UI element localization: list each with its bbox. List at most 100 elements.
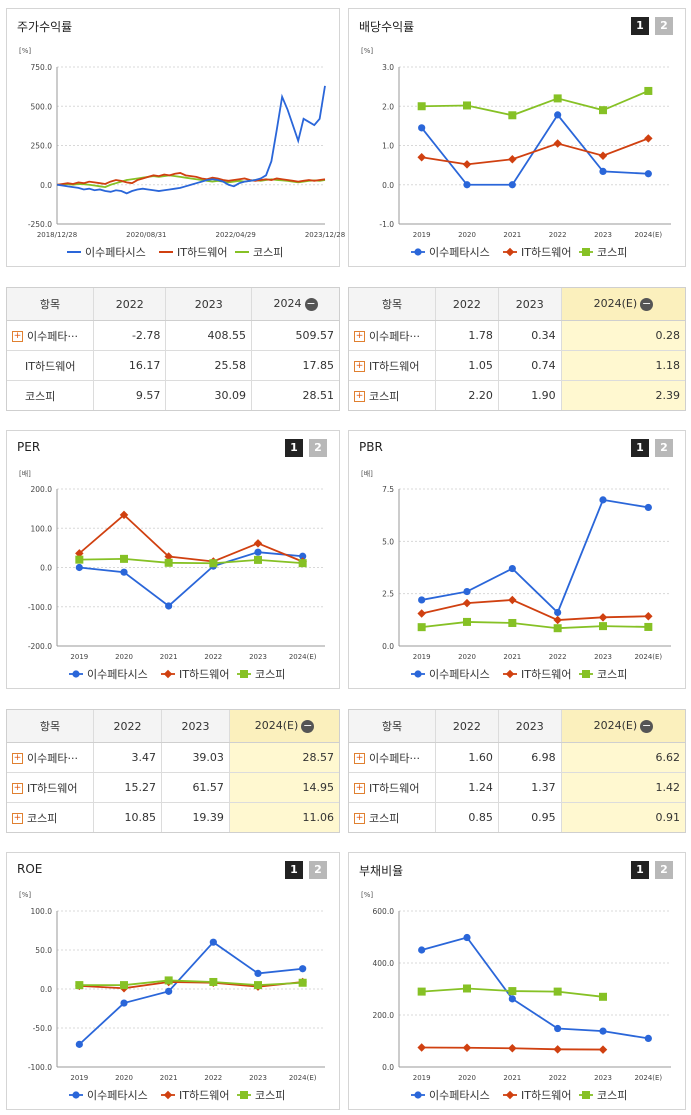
expand-icon[interactable]: + xyxy=(354,753,365,765)
view-1-button[interactable]: 1 xyxy=(631,17,649,35)
expand-icon[interactable]: + xyxy=(354,783,365,795)
legend-label: 이수페타시스 xyxy=(87,668,148,681)
col-header: 2023 xyxy=(498,710,562,743)
data-point xyxy=(299,552,307,560)
x-tick-label: 2023 xyxy=(594,1074,612,1082)
series-line xyxy=(421,90,649,117)
collapse-icon[interactable]: − xyxy=(304,296,318,311)
panel-title: 배당수익률 xyxy=(359,20,415,34)
collapse-icon[interactable]: − xyxy=(640,296,654,311)
data-point xyxy=(240,1091,248,1099)
data-point xyxy=(644,622,653,631)
view-1-button[interactable]: 1 xyxy=(631,861,649,879)
expand-icon[interactable]: + xyxy=(354,361,365,373)
data-point xyxy=(553,139,562,148)
expand-icon[interactable]: + xyxy=(12,813,23,825)
legend-label: 코스피 xyxy=(255,668,285,681)
series-line xyxy=(79,551,303,608)
data-point xyxy=(298,559,307,568)
legend-label: 이수페타시스 xyxy=(85,246,146,259)
x-tick-label: 2020 xyxy=(458,231,476,239)
data-point xyxy=(120,999,128,1007)
data-point xyxy=(75,563,83,572)
y-tick-label: 0.0 xyxy=(40,564,52,573)
view-2-button[interactable]: 2 xyxy=(309,439,327,457)
series-line xyxy=(78,513,304,563)
view-1-button[interactable]: 1 xyxy=(285,861,303,879)
x-tick-label: 2022/04/29 xyxy=(215,231,255,239)
unit-label: [%] xyxy=(361,47,374,55)
legend-label: 이수페타시스 xyxy=(87,1089,148,1102)
x-tick-label: 2023 xyxy=(594,653,612,661)
data-point xyxy=(164,976,173,985)
panel-title: 부채비율 xyxy=(359,864,404,878)
data-point xyxy=(417,1043,426,1052)
data-point xyxy=(553,615,562,625)
x-tick-label: 2023 xyxy=(249,1074,267,1082)
table-row: + 이수페타··· 1.78 0.34 0.28 xyxy=(349,320,685,352)
collapse-icon[interactable]: − xyxy=(301,718,315,733)
expand-icon[interactable]: + xyxy=(12,753,23,765)
series-line xyxy=(421,498,649,615)
y-tick-label: 3.0 xyxy=(382,63,394,72)
stock-return-table: 항목 2022 2023 2024− + 이수페타··· -2.78 408.55 50… xyxy=(6,287,340,411)
expand-icon[interactable]: + xyxy=(12,331,23,343)
data-point xyxy=(119,510,129,520)
data-point xyxy=(508,595,517,605)
series-line xyxy=(421,621,649,630)
data-point xyxy=(254,548,262,556)
data-point xyxy=(417,987,426,996)
data-point xyxy=(240,670,248,678)
expand-icon[interactable]: + xyxy=(12,783,23,795)
y-tick-label: 0.0 xyxy=(382,1063,394,1072)
table-row: + IT하드웨어 1.05 0.74 1.18 xyxy=(349,350,685,382)
data-point xyxy=(209,938,217,946)
panel-title: PER xyxy=(17,440,41,454)
data-point xyxy=(598,151,608,160)
x-tick-label: 2021 xyxy=(503,1074,521,1082)
table-row: + IT하드웨어 1.24 1.37 1.42 xyxy=(349,772,685,804)
expand-icon[interactable]: + xyxy=(354,391,365,403)
data-point xyxy=(553,987,562,996)
stock-return-panel: 주가수익률 [%] 750.0 500.0 250.0 0.0 -250.0 2018/1… xyxy=(6,8,345,267)
data-point xyxy=(554,1024,562,1033)
legend-label: 코스피 xyxy=(597,668,627,681)
col-header: 2023 xyxy=(498,288,562,321)
expand-icon[interactable]: + xyxy=(354,331,365,343)
view-1-button[interactable]: 1 xyxy=(631,439,649,457)
view-2-button[interactable]: 2 xyxy=(655,439,673,457)
per-table: 항목 2022 2023 2024(E) − + 이수페타··· 3.47 39.03 2… xyxy=(6,709,340,833)
view-2-button[interactable]: 2 xyxy=(655,17,673,35)
unit-label: [%] xyxy=(19,891,32,899)
data-point xyxy=(508,995,516,1003)
collapse-icon[interactable]: − xyxy=(640,718,654,733)
data-point xyxy=(644,1034,652,1042)
view-2-button[interactable]: 2 xyxy=(655,861,673,879)
series-line xyxy=(56,172,326,186)
x-tick-label: 2019 xyxy=(70,1074,88,1082)
data-point xyxy=(505,1090,515,1100)
data-point xyxy=(463,181,471,189)
legend-label: 코스피 xyxy=(253,246,283,259)
x-tick-label: 2020 xyxy=(458,653,476,661)
x-tick-label: 2019 xyxy=(413,231,431,239)
expand-icon[interactable]: + xyxy=(354,813,365,825)
legend-label: IT하드웨어 xyxy=(177,245,227,259)
series-line xyxy=(56,174,326,189)
data-point xyxy=(599,622,607,631)
panel-title: 주가수익률 xyxy=(17,20,73,34)
stock-return-chart: 750.0 500.0 250.0 0.0 -250.0 2018/12/28 2020/0… xyxy=(28,63,345,259)
data-point xyxy=(462,160,472,169)
data-point xyxy=(463,984,471,993)
view-2-button[interactable]: 2 xyxy=(309,861,327,879)
data-point xyxy=(414,670,422,678)
data-point xyxy=(644,170,652,178)
view-1-button[interactable]: 1 xyxy=(285,439,303,457)
x-tick-label: 2024(E) xyxy=(634,231,662,239)
data-point xyxy=(508,564,516,573)
x-tick-label: 2022 xyxy=(204,1074,222,1082)
data-point xyxy=(582,1091,590,1099)
